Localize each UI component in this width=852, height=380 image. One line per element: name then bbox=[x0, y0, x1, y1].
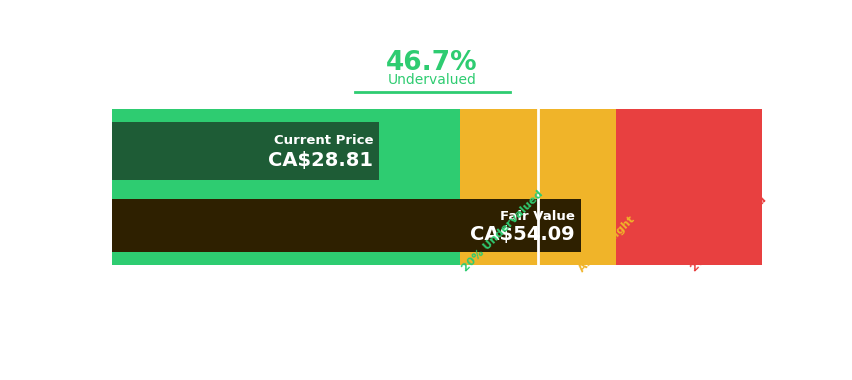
Text: Undervalued: Undervalued bbox=[387, 73, 476, 87]
Text: Fair Value: Fair Value bbox=[499, 210, 574, 223]
Bar bbox=[615, 109, 762, 265]
Text: CA$28.81: CA$28.81 bbox=[268, 151, 373, 170]
Bar bbox=[459, 109, 538, 265]
Text: About Right: About Right bbox=[576, 214, 636, 274]
Bar bbox=[112, 199, 580, 252]
Bar bbox=[112, 122, 379, 180]
Text: CA$54.09: CA$54.09 bbox=[469, 225, 574, 244]
Text: 20% Overvalued: 20% Overvalued bbox=[688, 195, 768, 274]
Bar bbox=[112, 109, 459, 265]
Bar bbox=[538, 109, 615, 265]
Text: Current Price: Current Price bbox=[273, 135, 373, 147]
Text: 20% Undervalued: 20% Undervalued bbox=[459, 189, 544, 274]
Text: 46.7%: 46.7% bbox=[386, 49, 477, 76]
